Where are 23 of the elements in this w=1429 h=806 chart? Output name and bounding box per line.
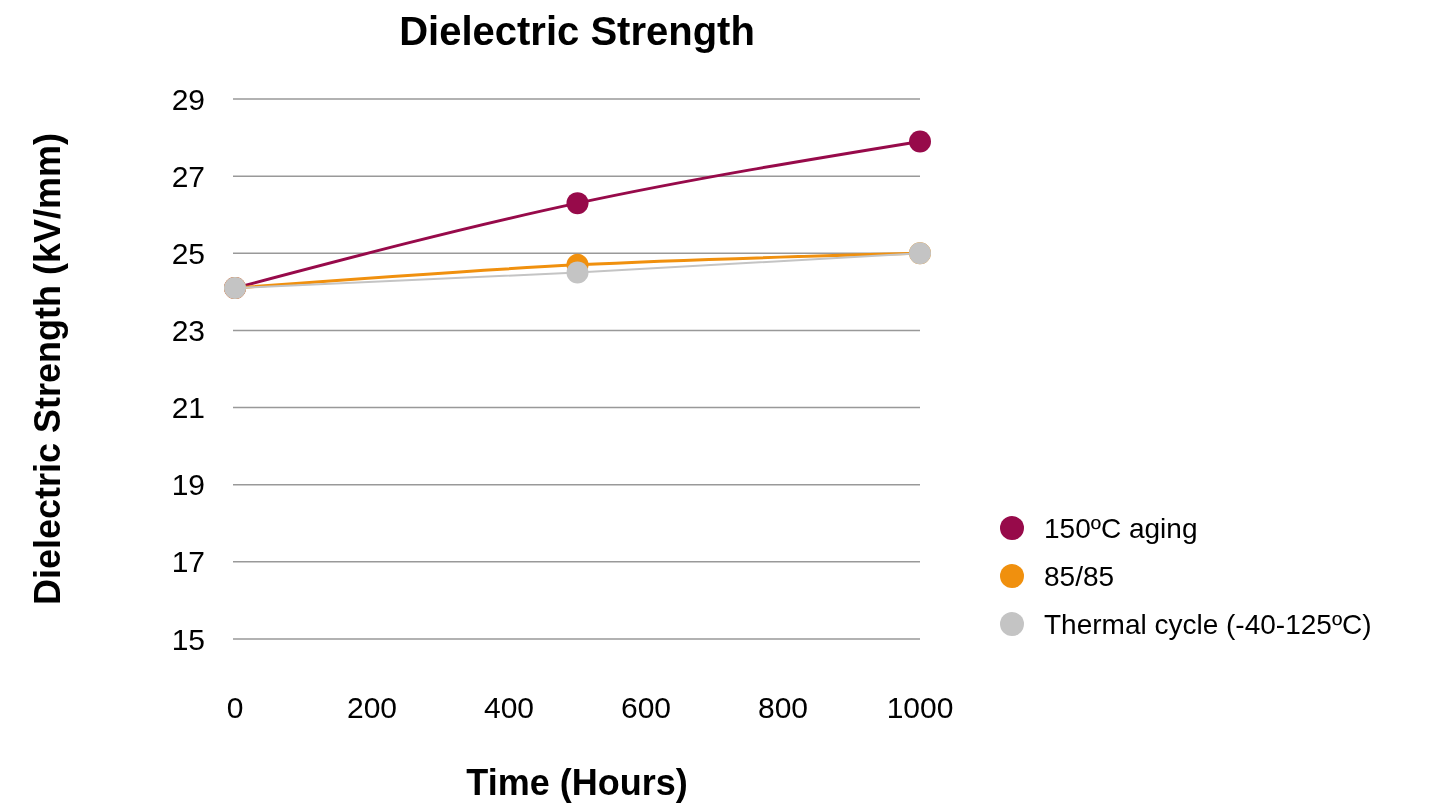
x-tick-label: 400 bbox=[483, 691, 535, 724]
x-tick-label: 0 bbox=[226, 691, 244, 724]
y-tick-label: 19 bbox=[171, 468, 205, 502]
y-tick-label: 17 bbox=[171, 545, 205, 579]
legend-label: 150ºC aging bbox=[1044, 512, 1198, 544]
y-tick-label: 15 bbox=[171, 622, 205, 656]
point bbox=[909, 130, 931, 153]
y-tick-label: 27 bbox=[171, 159, 205, 193]
y-tick-label: 21 bbox=[171, 391, 205, 425]
y-tick-label: 23 bbox=[171, 313, 205, 347]
legend-label: Thermal cycle (-40-125ºC) bbox=[1044, 608, 1372, 640]
y-tick-label: 25 bbox=[171, 236, 205, 270]
legend-label: 85/85 bbox=[1044, 560, 1115, 592]
x-axis-title: Time (Hours) bbox=[466, 762, 688, 803]
y-axis-title: Dielectric Strength (kV/mm) bbox=[27, 132, 68, 606]
point bbox=[566, 192, 589, 215]
x-tick-label: 800 bbox=[757, 691, 809, 724]
x-tick-label: 1000 bbox=[886, 691, 954, 724]
y-tick-label: 29 bbox=[171, 82, 205, 116]
x-tick-label: 200 bbox=[346, 691, 398, 724]
chart-title: Dielectric Strength bbox=[399, 9, 755, 53]
point bbox=[566, 261, 589, 284]
x-tick-label: 600 bbox=[620, 691, 672, 724]
